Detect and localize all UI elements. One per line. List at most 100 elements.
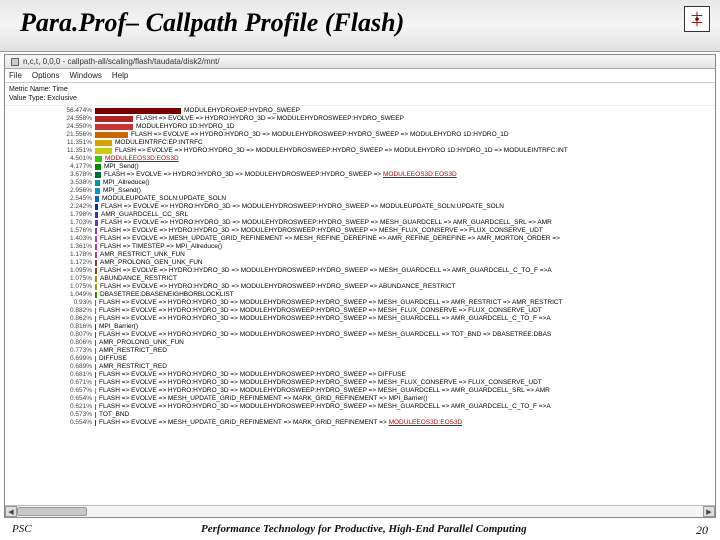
profile-bar	[95, 332, 96, 338]
horizontal-scrollbar[interactable]: ◀ ▶	[5, 505, 715, 517]
profile-row[interactable]: 1.178%AMR_RESTRICT_UNK_FUN	[9, 251, 711, 259]
slide-footer: PSC Performance Technology for Productiv…	[12, 523, 708, 538]
profile-row[interactable]: 11.351%MODULEINTRFC:EP:INTRFC	[9, 139, 711, 147]
percent-value: 1.095%	[9, 267, 95, 274]
percent-value: 0.699%	[9, 355, 95, 362]
callpath-label: MPI_Ssend()	[103, 187, 141, 194]
percent-value: 3.678%	[9, 171, 95, 178]
percent-value: 2.545%	[9, 195, 95, 202]
profile-bar	[95, 268, 97, 274]
profile-row[interactable]: 0.657%FLASH => EVOLVE => HYDRO:HYDRO_3D …	[9, 387, 711, 395]
profile-bar	[95, 244, 97, 250]
percent-value: 1.172%	[9, 259, 95, 266]
menu-file[interactable]: File	[9, 71, 22, 80]
callpath-label: AMR_RESTRICT_RED	[99, 347, 167, 354]
percent-value: 0.681%	[9, 371, 95, 378]
profile-bar	[95, 284, 97, 290]
profile-row[interactable]: 1.576% FLASH => EVOLVE => HYDRO:HYDRO_3D …	[9, 227, 711, 235]
profile-row[interactable]: 0.93%FLASH => EVOLVE => HYDRO:HYDRO_3D =…	[9, 299, 711, 307]
profile-row[interactable]: 56.474% MODULEHYDRO#EP:HYDRO_SWEEP	[9, 107, 711, 115]
percent-value: 56.474%	[9, 107, 95, 114]
scroll-right-arrow[interactable]: ▶	[703, 506, 715, 517]
profile-row[interactable]: 0.806%AMR_PROLONG_UNK_FUN	[9, 339, 711, 347]
profile-bar	[95, 156, 102, 162]
scroll-left-arrow[interactable]: ◀	[5, 506, 17, 517]
scroll-track[interactable]	[17, 506, 703, 517]
callpath-label: MPI_Barrier()	[99, 323, 138, 330]
callpath-label: FLASH => EVOLVE => HYDRO:HYDRO_3D => MOD…	[115, 147, 568, 154]
callpath-label: FLASH => EVOLVE => HYDRO:HYDRO_3D => MOD…	[100, 283, 456, 290]
profile-row[interactable]: 3.538%MPI_Allreduce()	[9, 179, 711, 187]
profile-row[interactable]: 1.361%FLASH => TIMESTEP => MPI_Allreduce…	[9, 243, 711, 251]
footer-left: PSC	[12, 523, 32, 538]
slide-title: Para.Prof– Callpath Profile (Flash)	[20, 8, 404, 38]
profile-bar	[95, 180, 100, 186]
profile-row[interactable]: 4.177%MPI_Send()	[9, 163, 711, 171]
profile-row[interactable]: 11.351%FLASH => EVOLVE => HYDRO:HYDRO_3D…	[9, 147, 711, 155]
percent-value: 0.882%	[9, 307, 95, 314]
percent-value: 2.956%	[9, 187, 95, 194]
callpath-label: FLASH => EVOLVE => HYDRO:HYDRO_3D => MOD…	[99, 331, 551, 338]
percent-value: 1.361%	[9, 243, 95, 250]
profile-bar	[95, 292, 97, 298]
profile-row[interactable]: 1.403%FLASH => EVOLVE => MESH_UPDATE_GRI…	[9, 235, 711, 243]
profile-row[interactable]: 2.956% MPI_Ssend()	[9, 187, 711, 195]
profile-row[interactable]: 4.501%MODULEEOS3D:EOS3D	[9, 155, 711, 163]
profile-bar	[95, 340, 96, 346]
profile-row[interactable]: 0.573%TOT_BND	[9, 411, 711, 419]
profile-row[interactable]: 1.075%ABUNDANCE_RESTRICT	[9, 275, 711, 283]
callpath-label: MODULEHYDRO#EP:HYDRO_SWEEP	[184, 107, 300, 114]
profile-content: 56.474% MODULEHYDRO#EP:HYDRO_SWEEP24.558%…	[5, 105, 715, 505]
callpath-label: FLASH => EVOLVE => HYDRO:HYDRO_3D => MOD…	[131, 131, 509, 138]
profile-bar	[95, 212, 98, 218]
percent-value: 0.621%	[9, 403, 95, 410]
profile-row[interactable]: 1.075%FLASH => EVOLVE => HYDRO:HYDRO_3D …	[9, 283, 711, 291]
profile-row[interactable]: 0.882% FLASH => EVOLVE => HYDRO:HYDRO_3D …	[9, 307, 711, 315]
callpath-label: MPI_Allreduce()	[103, 179, 150, 186]
percent-value: 0.554%	[9, 419, 95, 426]
profile-row[interactable]: 1.703%FLASH => EVOLVE => HYDRO:HYDRO_3D …	[9, 219, 711, 227]
scroll-thumb[interactable]	[17, 507, 87, 516]
profile-row[interactable]: 0.671%FLASH => EVOLVE => HYDRO:HYDRO_3D …	[9, 379, 711, 387]
profile-bar	[95, 372, 96, 378]
profile-row[interactable]: 2.242%FLASH => EVOLVE => HYDRO:HYDRO_3D …	[9, 203, 711, 211]
menubar: File Options Windows Help	[5, 69, 715, 83]
callpath-label: AMR_RESTRICT_RED	[99, 363, 167, 370]
percent-value: 0.689%	[9, 363, 95, 370]
profile-row[interactable]: 24.558%FLASH => EVOLVE => HYDRO:HYDRO_3D…	[9, 115, 711, 123]
profile-row[interactable]: 1.049%DBASETREE:DBASENEIGHBORBLOCKLIST	[9, 291, 711, 299]
callpath-label: MODULEINTRFC:EP:INTRFC	[115, 139, 203, 146]
callpath-label: ABUNDANCE_RESTRICT	[100, 275, 177, 282]
menu-help[interactable]: Help	[112, 71, 128, 80]
callpath-label: FLASH => EVOLVE => HYDRO:HYDRO_3D => MOD…	[100, 227, 543, 234]
profile-row[interactable]: 1.095%FLASH => EVOLVE => HYDRO:HYDRO_3D …	[9, 267, 711, 275]
profile-bar	[95, 308, 96, 314]
profile-row[interactable]: 0.699%DIFFUSE	[9, 355, 711, 363]
window-titlebar[interactable]: n,c,t, 0,0,0 - callpath-all/scaling/flas…	[5, 55, 715, 69]
menu-options[interactable]: Options	[32, 71, 60, 80]
profile-row[interactable]: 0.816%MPI_Barrier()	[9, 323, 711, 331]
profile-row[interactable]: 0.554%FLASH => EVOLVE => MESH_UPDATE_GRI…	[9, 419, 711, 427]
profile-row[interactable]: 0.862%FLASH => EVOLVE => HYDRO:HYDRO_3D …	[9, 315, 711, 323]
profile-bar	[95, 404, 96, 410]
profile-bar	[95, 260, 97, 266]
profile-row[interactable]: 0.681%FLASH => EVOLVE => HYDRO:HYDRO_3D …	[9, 371, 711, 379]
profile-row[interactable]: 2.545%MODULEUPDATE_SOLN:UPDATE_SOLN	[9, 195, 711, 203]
percent-value: 1.576%	[9, 227, 95, 234]
profile-row[interactable]: 1.798%AMR_GUARDCELL_CC_SRL	[9, 211, 711, 219]
profile-bar	[95, 220, 98, 226]
percent-value: 0.862%	[9, 315, 95, 322]
profile-row[interactable]: 1.172%AMR_PROLONG_GEN_UNK_FUN	[9, 259, 711, 267]
window-icon	[11, 58, 19, 66]
profile-row[interactable]: 0.773%AMR_RESTRICT_RED	[9, 347, 711, 355]
profile-row[interactable]: 21.556%FLASH => EVOLVE => HYDRO:HYDRO_3D…	[9, 131, 711, 139]
profile-bar	[95, 124, 133, 130]
profile-row[interactable]: 0.654%FLASH => EVOLVE => MESH_UPDATE_GRI…	[9, 395, 711, 403]
profile-row[interactable]: 24.550%MODULEHYDRO 1D:HYDRO_1D	[9, 123, 711, 131]
profile-row[interactable]: 0.689% AMR_RESTRICT_RED	[9, 363, 711, 371]
menu-windows[interactable]: Windows	[69, 71, 101, 80]
profile-row[interactable]: 3.678%FLASH => EVOLVE => HYDRO:HYDRO_3D …	[9, 171, 711, 179]
profile-row[interactable]: 0.807%FLASH => EVOLVE => HYDRO:HYDRO_3D …	[9, 331, 711, 339]
callpath-label: FLASH => EVOLVE => HYDRO:HYDRO_3D => MOD…	[99, 307, 542, 314]
profile-row[interactable]: 0.621%FLASH => EVOLVE => HYDRO:HYDRO_3D …	[9, 403, 711, 411]
